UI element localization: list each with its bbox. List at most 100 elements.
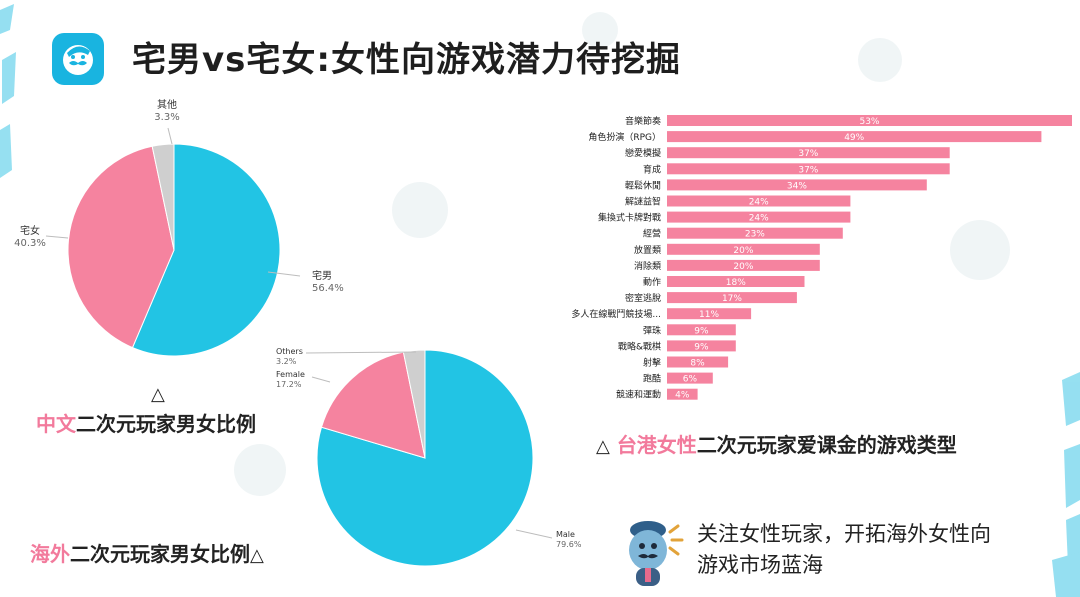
bar-category-label: 競速和運動: [616, 389, 661, 401]
mascot-icon: [629, 521, 684, 586]
pie-value-1: 17.2%: [276, 380, 302, 389]
pie-label-2: 其他: [157, 98, 177, 111]
bar-7: [667, 227, 843, 239]
leader-line-2: [305, 351, 417, 354]
bar-category-label: 動作: [643, 276, 661, 288]
caption-text: 二次元玩家爱课金的游戏类型: [696, 433, 957, 457]
leader-line-1: [311, 376, 331, 383]
mascot-logo-icon: [63, 45, 93, 75]
bar-9: [667, 259, 820, 271]
bar-value-label: 24%: [749, 214, 769, 224]
bar-10: [667, 276, 805, 287]
note-line-2: 游戏市场蓝海: [697, 553, 823, 577]
bar-chart-taiwan: 音樂節奏 53% 角色扮演（RPG） 49% 戀愛模擬 37% 育成 37% 輕鬆休閒 34% 解謎…: [571, 115, 1072, 401]
bar-11: [667, 292, 797, 304]
bar-category-label: 輕鬆休閒: [625, 179, 661, 191]
pie-slice-1: [320, 351, 426, 459]
leader-line-0: [515, 529, 553, 539]
bar-13: [667, 324, 736, 336]
pie-label-1: 宅女: [20, 224, 40, 237]
bar-value-label: 23%: [745, 230, 765, 240]
bar-value-label: 37%: [798, 165, 818, 175]
page-title: 宅男vs宅女:女性向游戏潜力待挖掘: [132, 40, 681, 80]
bar-value-label: 20%: [733, 246, 753, 256]
pie-value-2: 3.2%: [276, 357, 297, 366]
triangle-icon: △: [596, 436, 610, 457]
note-text: 关注女性玩家，开拓海外女性向 游戏市场蓝海: [697, 519, 1047, 581]
bar-category-label: 密室逃脫: [625, 292, 661, 304]
pie-slice-1: [67, 145, 175, 349]
bar-value-label: 4%: [675, 391, 690, 401]
bar-category-label: 放置類: [634, 244, 661, 256]
bar-category-label: 解謎益智: [625, 196, 661, 208]
bar-category-label: 育成: [643, 163, 661, 175]
bar-14: [667, 340, 736, 352]
pie-value-0: 79.6%: [556, 540, 582, 549]
pie-slice-2: [151, 143, 175, 251]
pie-label-0: Male: [556, 530, 575, 539]
bar-value-label: 49%: [844, 133, 864, 143]
bar-category-label: 角色扮演（RPG）: [588, 131, 661, 143]
bar-value-label: 53%: [859, 117, 879, 127]
bar-category-label: 消除類: [634, 260, 661, 272]
bar-value-label: 6%: [683, 375, 698, 385]
bar-6: [667, 211, 851, 223]
bar-3: [667, 163, 950, 175]
leader-line-0: [267, 271, 301, 277]
triangle-icon: △: [151, 384, 165, 405]
caption-text: 二次元玩家男女比例: [76, 412, 256, 436]
bar-value-label: 20%: [733, 262, 753, 272]
bar-value-label: 34%: [787, 181, 807, 191]
bar-category-label: 彈珠: [643, 324, 661, 336]
pie-label-0: 宅男: [312, 269, 332, 282]
bar-value-label: 11%: [699, 310, 719, 320]
bar-value-label: 18%: [726, 278, 746, 288]
bar-0: [667, 115, 1072, 126]
caption-text: 二次元玩家男女比例: [70, 542, 250, 566]
bar-category-label: 射擊: [643, 357, 661, 369]
triangle-icon: △: [250, 545, 264, 566]
bar-value-label: 37%: [798, 149, 818, 159]
bar-value-label: 24%: [749, 198, 769, 208]
caption-chinese-ratio: △ 中文二次元玩家男女比例: [36, 384, 256, 437]
bar-12: [667, 308, 752, 320]
app-logo: [52, 33, 104, 85]
bar-category-label: 戰略&戰棋: [618, 340, 661, 352]
caption-taiwan-games: △ 台港女性二次元玩家爱课金的游戏类型: [596, 429, 957, 458]
leader-line-1: [45, 235, 69, 239]
leader-line-2: [167, 127, 173, 145]
bar-category-label: 戀愛模擬: [625, 147, 661, 159]
pie-value-0: 56.4%: [312, 283, 344, 294]
caption-highlight: 台港女性: [616, 433, 697, 457]
bar-value-label: 9%: [694, 326, 709, 336]
bar-1: [667, 131, 1042, 143]
bar-15: [667, 356, 729, 368]
bar-16: [667, 372, 713, 384]
bar-category-label: 集換式卡牌對戰: [598, 212, 661, 224]
note-line-1: 关注女性玩家，开拓海外女性向: [697, 522, 991, 546]
caption-highlight: 海外: [30, 542, 70, 566]
bar-17: [667, 388, 698, 400]
pie-value-1: 40.3%: [14, 238, 46, 249]
bar-8: [667, 243, 820, 255]
bar-value-label: 8%: [690, 359, 705, 369]
bar-2: [667, 147, 950, 159]
bar-5: [667, 195, 851, 207]
bar-4: [667, 179, 927, 191]
bar-category-label: 經營: [643, 228, 661, 240]
bar-category-label: 多人在線戰鬥競技場...: [571, 308, 661, 320]
pie-slice-0: [131, 143, 281, 357]
bar-value-label: 17%: [722, 294, 742, 304]
pie-label-2: Others: [276, 347, 303, 356]
pie-label-1: Female: [276, 370, 305, 379]
bar-category-label: 跑酷: [643, 373, 661, 385]
caption-overseas-ratio: 海外二次元玩家男女比例△: [30, 538, 264, 567]
pie-value-2: 3.3%: [154, 112, 179, 123]
caption-highlight: 中文: [36, 412, 76, 436]
bar-category-label: 音樂節奏: [625, 115, 661, 127]
bar-value-label: 9%: [694, 342, 709, 352]
